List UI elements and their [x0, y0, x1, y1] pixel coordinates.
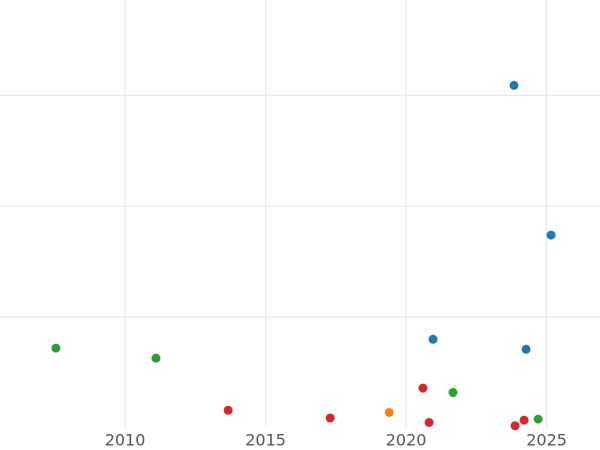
point — [428, 334, 438, 344]
point — [418, 383, 428, 393]
point — [51, 343, 61, 353]
point — [223, 405, 233, 415]
point — [151, 353, 161, 363]
x-tick-label: 2010 — [105, 431, 146, 450]
x-tick-label: 2015 — [245, 431, 286, 450]
point — [509, 80, 519, 90]
point — [533, 414, 543, 424]
point — [546, 230, 556, 240]
point — [519, 415, 529, 425]
x-tick-label: 2025 — [526, 431, 567, 450]
x-tick-label: 2020 — [386, 431, 427, 450]
point — [384, 407, 394, 417]
point — [521, 344, 531, 354]
point — [424, 417, 434, 427]
point — [448, 388, 458, 398]
point — [325, 413, 335, 423]
point — [510, 421, 520, 431]
